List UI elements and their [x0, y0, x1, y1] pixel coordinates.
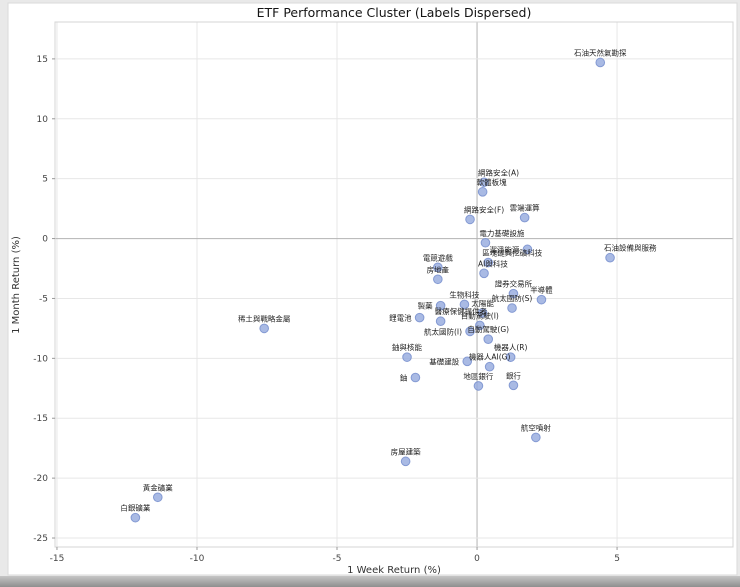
point-label: 石油設備與服務 [604, 243, 657, 253]
point-label: 潔淨能源 [489, 244, 519, 254]
x-tick-label: 0 [474, 554, 480, 564]
point-label: AI與科技 [478, 258, 508, 268]
data-point [477, 187, 488, 197]
data-point [465, 326, 475, 337]
data-point [479, 177, 489, 188]
point-label: 太陽能 [471, 298, 494, 308]
data-point [595, 57, 606, 68]
point-label: 石油天然氣勘探 [574, 47, 627, 57]
data-point [433, 274, 443, 285]
data-point [536, 294, 547, 305]
data-point [477, 308, 488, 318]
data-point [522, 244, 533, 255]
y-tick-label: -10 [33, 354, 48, 364]
point-label: 生物科技 [449, 289, 479, 299]
point-label: 電力基礎設施 [479, 228, 524, 238]
point-label: 機器人(R) [494, 342, 528, 352]
data-point [465, 214, 475, 225]
point-label: 證券交易所 [495, 279, 533, 289]
point-label: 製藥 [418, 301, 433, 311]
data-points [130, 57, 615, 523]
y-tick-label: -20 [33, 474, 48, 484]
point-label: 機器人AI(G) [469, 352, 511, 362]
tick-labels: -15 -10 -5 0 5 -25 -20 -15 -10 -5 0 5 10 15 [33, 55, 620, 564]
data-point [400, 456, 411, 467]
chart-title: ETF Performance Cluster (Labels Disperse… [257, 5, 532, 20]
point-label: 自動駕駛(G) [467, 324, 509, 334]
data-point [484, 361, 495, 372]
point-label: 電競遊戲 [423, 252, 453, 262]
y-tick-label: 10 [37, 115, 49, 125]
figure-background [7, 2, 738, 576]
data-point [480, 237, 491, 248]
data-point [605, 252, 615, 263]
point-label: 房地產 [427, 264, 450, 274]
plot-frame [54, 21, 734, 548]
data-point [433, 262, 443, 273]
data-point [402, 352, 412, 362]
point-label: 銀行 [506, 370, 521, 380]
point-label: 鈾 [400, 373, 408, 383]
point-label: 區塊鏈與挖礦科技 [482, 248, 542, 258]
point-label: 航太國防(S) [492, 293, 533, 303]
point-label: 白銀礦業 [120, 503, 150, 513]
data-point [507, 303, 517, 313]
data-point [414, 312, 425, 323]
point-label: 軟體板塊 [477, 177, 507, 187]
point-label: 自動駕駛(I) [461, 310, 499, 320]
data-point [130, 512, 141, 523]
point-label: 地區銀行 [463, 371, 493, 381]
point-label: 半導體 [530, 285, 553, 295]
data-point [508, 380, 519, 391]
point-label: 雲端運算 [510, 203, 540, 213]
y-tick-label: -15 [33, 414, 48, 424]
data-point [473, 381, 484, 391]
data-point [483, 257, 494, 268]
data-point [435, 300, 446, 311]
x-tick-label: -5 [333, 554, 342, 564]
y-tick-label: 5 [42, 175, 48, 185]
data-point [462, 356, 473, 367]
point-label: 鈾與核能 [392, 342, 422, 352]
data-point [508, 288, 519, 299]
grid-layer [54, 21, 734, 548]
data-point [519, 212, 530, 223]
point-label: 黃金礦業 [143, 482, 173, 492]
y-tick-label: 15 [37, 55, 48, 65]
x-tick-label: 5 [614, 554, 620, 564]
data-point [410, 372, 421, 383]
data-point [435, 316, 446, 327]
data-point [459, 299, 470, 310]
y-tick-label: -25 [33, 534, 48, 544]
y-tick-label: 0 [42, 235, 48, 245]
point-label: 航太國防(I) [424, 326, 462, 336]
data-point [531, 432, 541, 443]
point-label: 醫療保健提供者 [435, 306, 488, 316]
point-label: 網路安全(F) [464, 204, 504, 214]
point-label: 航空噴射 [521, 422, 551, 432]
data-point [152, 492, 163, 503]
x-axis-title: 1 Week Return (%) [347, 565, 441, 576]
y-tick-label: -5 [39, 294, 48, 304]
data-point [259, 323, 269, 334]
point-label: 基礎建設 [429, 356, 459, 366]
data-point [479, 268, 489, 279]
point-label: 稀土與戰略金屬 [238, 313, 291, 323]
data-point [505, 352, 516, 362]
data-point [483, 334, 494, 344]
window-bottom-edge [0, 576, 740, 587]
x-tick-label: -15 [50, 554, 65, 564]
data-point [475, 320, 485, 331]
point-label: 鋰電池 [389, 313, 412, 323]
x-tick-label: -10 [190, 554, 205, 564]
y-axis-title: 1 Month Return (%) [11, 236, 22, 334]
point-label: 網路安全(A) [478, 167, 519, 177]
point-label: 房屋建築 [391, 446, 421, 456]
